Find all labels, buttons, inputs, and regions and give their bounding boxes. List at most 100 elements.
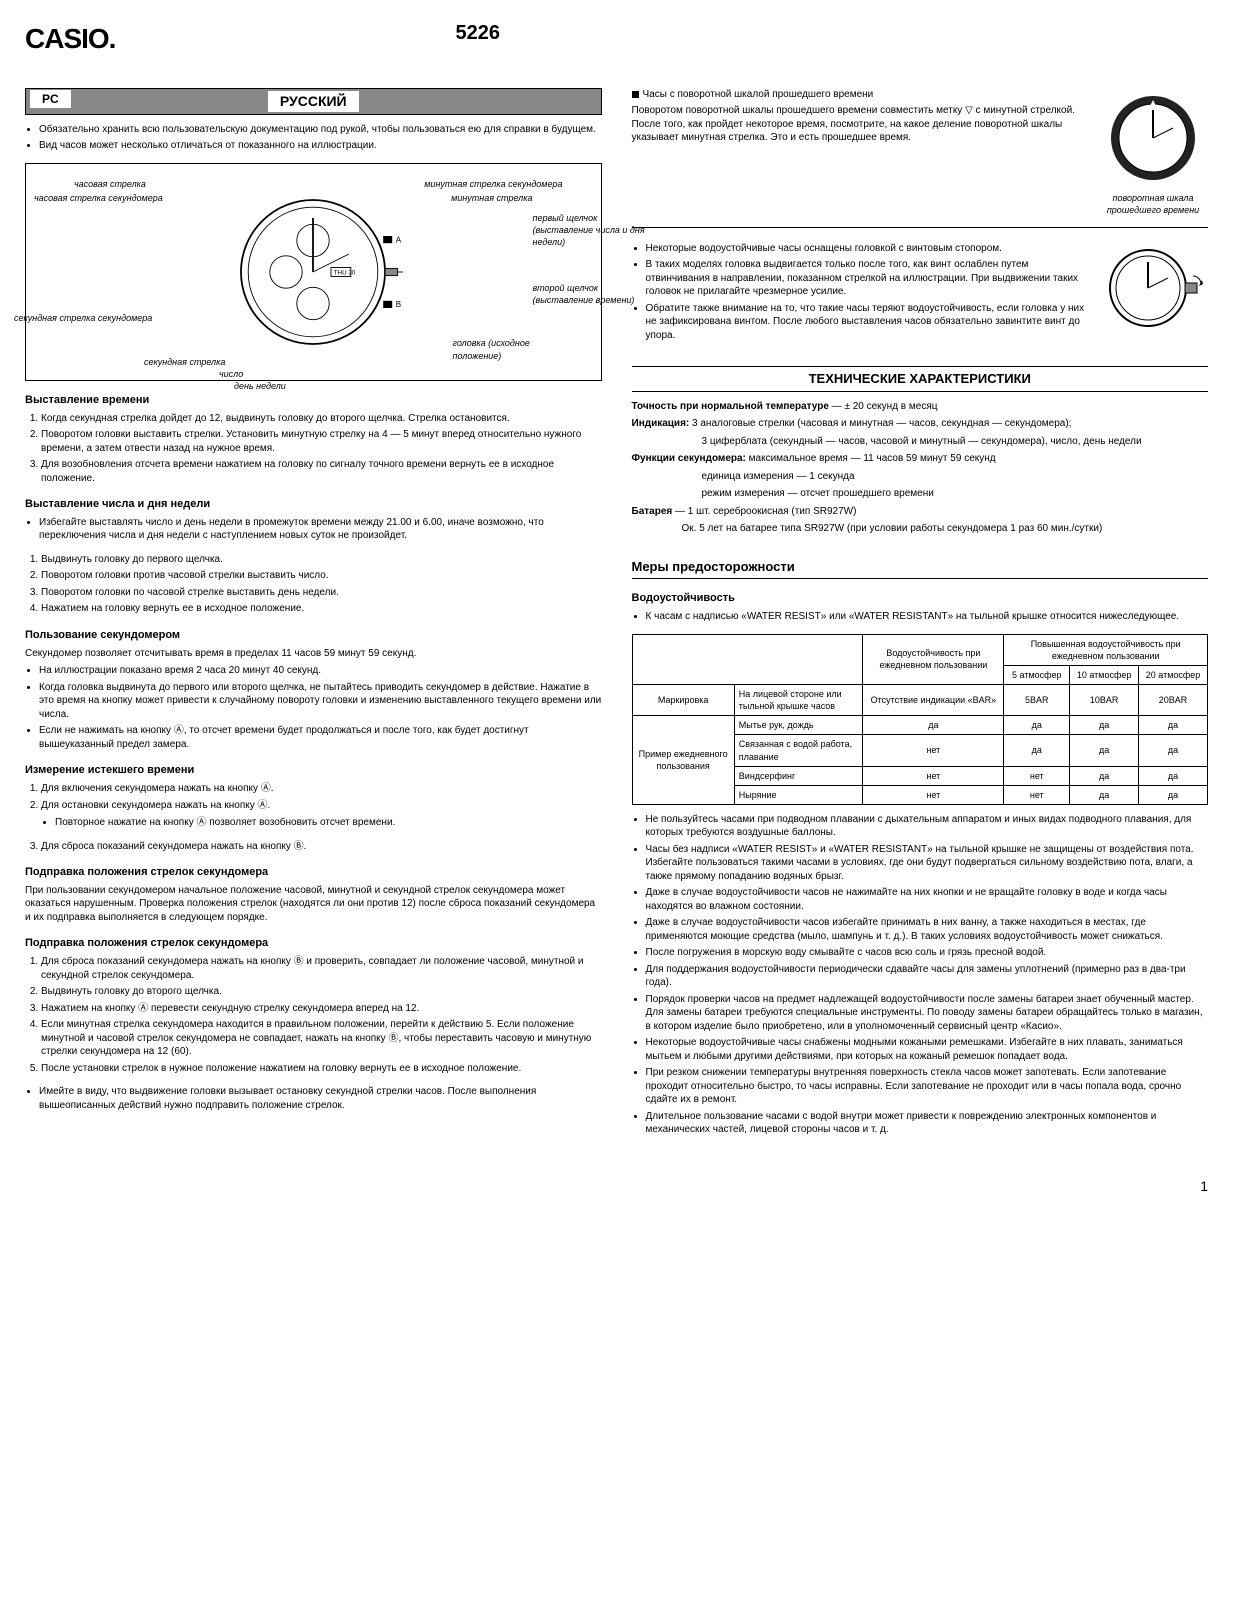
wr-cell: да — [1070, 766, 1139, 785]
pc-mark: PC — [30, 90, 71, 108]
spec-indication-2: 3 циферблата (секундный — часов, часовой… — [702, 435, 1209, 449]
set-date-steps: Выдвинуть головку до первого щелчка. Пов… — [25, 553, 602, 616]
step: Для остановки секундомера нажать на кноп… — [41, 799, 602, 813]
step: Поворотом головки по часовой стрелке выс… — [41, 586, 602, 600]
wr-col: Повышенная водоустойчивость при ежедневн… — [1004, 634, 1208, 665]
step: Поворотом головки выставить стрелки. Уст… — [41, 428, 602, 455]
diag-label: головка (исходное положение) — [453, 337, 553, 361]
wr-cell: да — [1139, 766, 1208, 785]
note: Избегайте выставлять число и день недели… — [39, 516, 602, 543]
wr-cell: Мытье рук, дождь — [734, 716, 863, 735]
spec-accuracy: Точность при нормальной температуре — ± … — [632, 400, 1209, 414]
wr-rowhead: Маркировка — [632, 684, 734, 715]
stopwatch-lead: Секундомер позволяет отсчитывать время в… — [25, 647, 602, 661]
wr-cell: нет — [863, 735, 1004, 766]
wr-col: Водоустойчивость при ежедневном пользова… — [863, 634, 1004, 684]
bullet: В таких моделях головка выдвигается толь… — [646, 258, 1089, 299]
step: Поворотом головки против часовой стрелки… — [41, 569, 602, 583]
step: Выдвинуть головку до первого щелчка. — [41, 553, 602, 567]
section-title: Подправка положения стрелок секундомера — [25, 865, 602, 880]
wr-cell: На лицевой стороне или тыльной крышке ча… — [734, 684, 863, 715]
wr-lead: К часам с надписью «WATER RESIST» или «W… — [646, 610, 1209, 624]
hand-correct-p: При пользовании секундомером начальное п… — [25, 884, 602, 925]
square-bullet-icon — [632, 91, 639, 98]
svg-text:B: B — [396, 300, 401, 309]
left-column: PC РУССКИЙ Обязательно хранить всю польз… — [25, 88, 602, 1147]
diag-label: второй щелчок (выставление времени) — [533, 282, 653, 306]
wr-subheading: Водоустойчивость — [632, 591, 1209, 606]
spec-battery: Батарея — 1 шт. сереброокисная (тип SR92… — [632, 505, 1209, 519]
wr-rowhead: Пример ежедневного пользования — [632, 716, 734, 805]
diag-label: секундная стрелка секундомера — [14, 312, 152, 324]
bezel-section: Часы с поворотной шкалой прошедшего врем… — [632, 88, 1209, 217]
bullet: Когда головка выдвинута до первого или в… — [39, 681, 602, 722]
wr-cell: Виндсерфинг — [734, 766, 863, 785]
crown-section: Некоторые водоустойчивые часы оснащены г… — [632, 238, 1209, 353]
step: Если минутная стрелка секундомера находи… — [41, 1018, 602, 1059]
spec-sw-3: режим измерения — отсчет прошедшего врем… — [702, 487, 1209, 501]
spec-stopwatch: Функции секундомера: максимальное время … — [632, 452, 1209, 466]
crown-figure — [1098, 238, 1208, 343]
bullet: Длительное пользование часами с водой вн… — [646, 1110, 1209, 1137]
watch-diagram: THU 30 A B часовая стрелка часовая стрел… — [25, 163, 602, 381]
step: Нажатием на головку вернуть ее в исходно… — [41, 602, 602, 616]
wr-cell: нет — [1004, 766, 1070, 785]
wr-cell: нет — [863, 785, 1004, 804]
bullet: После погружения в морскую воду смывайте… — [646, 946, 1209, 960]
step: Когда секундная стрелка дойдет до 12, вы… — [41, 412, 602, 426]
sub-bullet: Повторное нажатие на кнопку Ⓐ позволяет … — [55, 816, 602, 830]
diag-label: часовая стрелка — [74, 178, 146, 190]
step: Для сброса показаний секундомера нажать … — [41, 955, 602, 982]
step: Нажатием на кнопку Ⓐ перевести секундную… — [41, 1002, 602, 1016]
bezel-caption: поворотная шкала прошедшего времени — [1098, 192, 1208, 216]
hand-correct-steps: Для сброса показаний секундомера нажать … — [25, 955, 602, 1075]
bullet: Не пользуйтесь часами при подводном плав… — [646, 813, 1209, 840]
wr-cell: 5BAR — [1004, 684, 1070, 715]
bullet: Порядок проверки часов на предмет надлеж… — [646, 993, 1209, 1034]
content-columns: PC РУССКИЙ Обязательно хранить всю польз… — [25, 88, 1208, 1147]
wr-cell: да — [1004, 716, 1070, 735]
diag-label: первый щелчок (выставление числа и дня н… — [533, 212, 653, 248]
spec-indication: Индикация: 3 аналоговые стрелки (часовая… — [632, 417, 1209, 431]
wr-atm: 5 атмосфер — [1004, 665, 1070, 684]
wr-cell: да — [1070, 716, 1139, 735]
wr-atm: 10 атмосфер — [1070, 665, 1139, 684]
bezel-text: Поворотом поворотной шкалы прошедшего вр… — [632, 104, 1089, 145]
wr-cell: да — [1070, 785, 1139, 804]
wr-cell: нет — [863, 766, 1004, 785]
diag-label: минутная стрелка секундомера — [424, 178, 562, 190]
intro-item: Обязательно хранить всю пользовательскую… — [39, 123, 602, 137]
wr-cell: да — [1004, 735, 1070, 766]
step: Для возобновления отсчета времени нажати… — [41, 458, 602, 485]
note: Имейте в виду, что выдвижение головки вы… — [39, 1085, 602, 1112]
wr-cell: да — [863, 716, 1004, 735]
precautions-heading: Меры предосторожности — [632, 558, 1209, 580]
brand-logo: CASIO. — [25, 20, 115, 58]
step: Для сброса показаний секундомера нажать … — [41, 840, 602, 854]
bullet: Для поддержания водоустойчивости периоди… — [646, 963, 1209, 990]
wr-cell: да — [1139, 716, 1208, 735]
diag-label: число — [219, 368, 243, 380]
crown-bullets: Некоторые водоустойчивые часы оснащены г… — [632, 242, 1089, 343]
diag-label: часовая стрелка секундомера — [34, 192, 163, 204]
bullet: Некоторые водоустойчивые часы снабжены м… — [646, 1036, 1209, 1063]
wr-cell: да — [1070, 735, 1139, 766]
step: Выдвинуть головку до второго щелчка. — [41, 985, 602, 999]
svg-text:THU 30: THU 30 — [334, 269, 356, 276]
bullet: Обратите также внимание на то, что такие… — [646, 302, 1089, 343]
elapsed-steps: Для включения секундомера нажать на кноп… — [25, 782, 602, 812]
bezel-figure: поворотная шкала прошедшего времени — [1098, 88, 1208, 217]
intro-list: Обязательно хранить всю пользовательскую… — [25, 123, 602, 153]
model-number: 5226 — [455, 20, 500, 47]
section-title: Подправка положения стрелок секундомера — [25, 936, 602, 951]
section-title: Выставление числа и дня недели — [25, 497, 602, 512]
water-resist-table: Водоустойчивость при ежедневном пользова… — [632, 634, 1209, 805]
diag-label: минутная стрелка — [451, 192, 532, 204]
step: Для включения секундомера нажать на кноп… — [41, 782, 602, 796]
language-banner: PC РУССКИЙ — [25, 88, 602, 115]
intro-item: Вид часов может несколько отличаться от … — [39, 139, 602, 153]
watch-svg: THU 30 A B — [223, 182, 403, 362]
language-label: РУССКИЙ — [268, 91, 359, 112]
bullet: Некоторые водоустойчивые часы оснащены г… — [646, 242, 1089, 256]
wr-cell: нет — [1004, 785, 1070, 804]
